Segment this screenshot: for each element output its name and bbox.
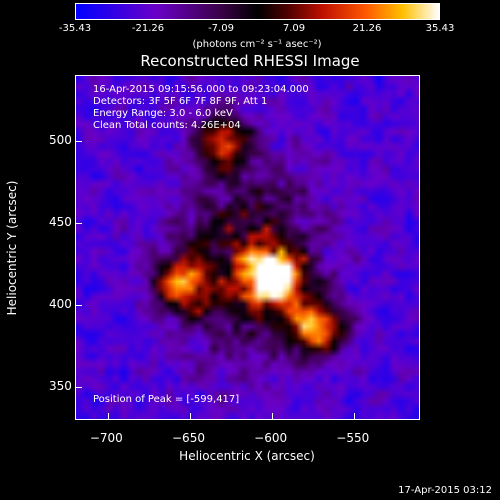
colorbar-tick-label: 35.43 <box>425 23 455 34</box>
annotation-detectors: Detectors: 3F 5F 6F 7F 8F 9F, Att 1 <box>93 96 268 107</box>
y-tick-label: 400 <box>49 297 72 311</box>
colorbar-tick-label: -35.43 <box>58 23 92 34</box>
annotation-energy: Energy Range: 3.0 - 6.0 keV <box>93 108 233 119</box>
colorbar-tick-label: -7.09 <box>208 23 234 34</box>
image-plot: 16-Apr-2015 09:15:56.000 to 09:23:04.000… <box>75 75 420 420</box>
timestamp: 17-Apr-2015 03:12 <box>398 485 492 496</box>
colorbar-units: (photons cm⁻² s⁻¹ asec⁻²) <box>192 39 322 50</box>
y-axis-label: Heliocentric Y (arcsec) <box>5 180 19 316</box>
heatmap-canvas <box>75 75 420 420</box>
colorbar-tick-label: 7.09 <box>282 23 306 34</box>
chart-title: Reconstructed RHESSI Image <box>140 52 360 70</box>
y-tick-label: 450 <box>49 214 72 229</box>
x-tick-label: −700 <box>89 431 123 445</box>
y-tick-mark <box>75 305 82 306</box>
colorbar-tick-label: 21.26 <box>352 23 382 34</box>
x-tick-mark <box>190 413 191 420</box>
y-tick-label: 350 <box>49 379 72 394</box>
y-tick-mark <box>75 387 82 388</box>
y-tick-mark <box>75 141 82 142</box>
annotation-clean: Clean Total counts: 4.26E+04 <box>93 120 241 131</box>
x-axis-label: Heliocentric X (arcsec) <box>179 449 315 463</box>
x-tick-label: −600 <box>254 431 288 445</box>
colorbar-tick-label: -21.26 <box>131 23 165 34</box>
x-tick-mark <box>108 413 109 420</box>
annotation-time: 16-Apr-2015 09:15:56.000 to 09:23:04.000 <box>93 84 309 95</box>
x-tick-mark <box>354 413 355 420</box>
x-tick-mark <box>272 413 273 420</box>
y-tick-mark <box>75 223 82 224</box>
y-tick-label: 500 <box>49 132 72 147</box>
colorbar <box>75 3 440 20</box>
x-tick-label: −650 <box>172 431 205 445</box>
x-tick-label: −550 <box>336 431 370 445</box>
annotation-peak: Position of Peak = [-599,417] <box>93 394 240 405</box>
